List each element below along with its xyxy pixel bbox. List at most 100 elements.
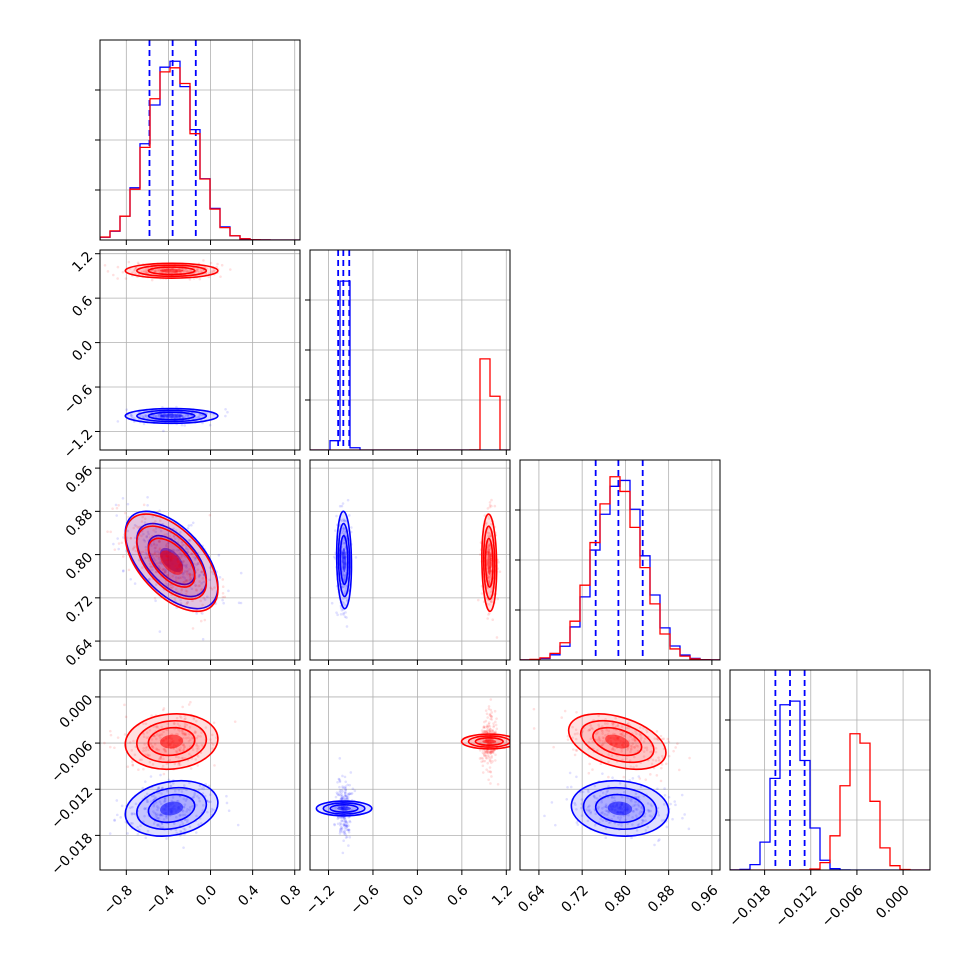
scatter-point bbox=[339, 612, 343, 616]
scatter-point bbox=[573, 753, 577, 757]
x-tick-label: 0.88 bbox=[645, 882, 678, 915]
scatter-point bbox=[194, 584, 197, 587]
scatter-point bbox=[588, 762, 591, 766]
scatter-point bbox=[339, 827, 343, 831]
scatter-point bbox=[340, 830, 344, 834]
scatter-point bbox=[112, 542, 115, 546]
scatter-point bbox=[493, 731, 496, 734]
scatter-point bbox=[185, 788, 188, 792]
scatter-point bbox=[204, 726, 208, 729]
scatter-point bbox=[177, 756, 180, 759]
scatter-point bbox=[491, 750, 494, 754]
scatter-point bbox=[165, 837, 168, 840]
scatter-point bbox=[138, 414, 142, 417]
scatter-point bbox=[187, 703, 191, 706]
scatter-point bbox=[486, 751, 490, 755]
scatter-point bbox=[195, 589, 198, 592]
scatter-point bbox=[184, 595, 188, 599]
scatter-point bbox=[487, 770, 490, 773]
scatter-point bbox=[147, 578, 151, 581]
scatter-point bbox=[179, 746, 182, 750]
scatter-point bbox=[162, 707, 166, 710]
scatter-point bbox=[190, 736, 194, 740]
scatter-point bbox=[172, 722, 176, 725]
scatter-point bbox=[182, 744, 186, 747]
scatter-point bbox=[336, 613, 339, 617]
scatter-point bbox=[335, 611, 338, 614]
scatter-point bbox=[188, 732, 191, 736]
y-tick-label: −0.012 bbox=[48, 784, 96, 832]
scatter-point bbox=[484, 726, 487, 729]
histogram-blue bbox=[520, 479, 720, 660]
scatter-point bbox=[188, 578, 192, 582]
scatter-point bbox=[143, 742, 146, 746]
contour-red bbox=[484, 537, 494, 588]
scatter-point bbox=[346, 795, 350, 799]
scatter-point bbox=[160, 822, 164, 826]
scatter-point bbox=[157, 816, 161, 820]
scatter-point bbox=[487, 724, 490, 728]
scatter-point bbox=[166, 790, 169, 793]
scatter-point bbox=[137, 828, 141, 832]
scatter-point bbox=[125, 408, 128, 411]
scatter-point bbox=[210, 733, 214, 737]
scatter-point bbox=[169, 784, 172, 788]
scatter-point bbox=[221, 595, 225, 599]
scatter-point bbox=[342, 823, 345, 827]
scatter-point bbox=[196, 734, 200, 738]
scatter-point bbox=[634, 803, 637, 807]
scatter-point bbox=[180, 544, 183, 548]
scatter-point bbox=[148, 760, 152, 764]
scatter-point bbox=[144, 746, 148, 750]
scatter-point bbox=[488, 713, 492, 717]
panel-2-3: 0.64 0.72 0.80 0.88 0.96 bbox=[515, 669, 722, 916]
scatter-point bbox=[347, 828, 351, 832]
scatter-point bbox=[340, 819, 343, 822]
scatter-point bbox=[344, 785, 347, 788]
scatter-point bbox=[196, 562, 200, 565]
scatter-point bbox=[219, 275, 222, 278]
scatter-point bbox=[180, 756, 183, 760]
scatter-point bbox=[344, 575, 347, 578]
scatter-point bbox=[348, 819, 351, 823]
scatter-point bbox=[197, 745, 200, 748]
scatter-point bbox=[195, 744, 198, 748]
contour-blue bbox=[337, 806, 351, 811]
scatter-point bbox=[194, 416, 198, 420]
scatter-point bbox=[194, 758, 198, 761]
scatter-point bbox=[158, 509, 161, 512]
scatter-point bbox=[182, 746, 186, 749]
contour-red bbox=[474, 737, 504, 747]
scatter-point bbox=[667, 795, 671, 799]
scatter-point bbox=[151, 269, 154, 272]
scatter-point bbox=[195, 267, 199, 271]
scatter-point bbox=[151, 414, 155, 418]
scatter-point bbox=[180, 790, 184, 793]
scatter-point bbox=[185, 579, 188, 583]
scatter-point bbox=[345, 796, 348, 800]
scatter-point bbox=[169, 585, 172, 589]
scatter-point bbox=[344, 820, 348, 824]
scatter-point bbox=[134, 549, 138, 553]
scatter-point bbox=[343, 831, 347, 835]
scatter-point bbox=[345, 828, 349, 831]
scatter-point bbox=[124, 511, 127, 515]
scatter-point bbox=[163, 570, 167, 574]
scatter-point bbox=[188, 539, 192, 542]
scatter-point bbox=[339, 791, 343, 794]
scatter-point bbox=[343, 797, 347, 801]
scatter-point bbox=[109, 729, 112, 733]
scatter-point bbox=[189, 738, 192, 741]
scatter-point bbox=[154, 599, 157, 603]
scatter-point bbox=[342, 597, 345, 600]
scatter-point bbox=[157, 414, 161, 418]
scatter-point bbox=[344, 836, 348, 839]
scatter-point bbox=[178, 576, 181, 580]
scatter-point bbox=[181, 729, 184, 732]
scatter-point bbox=[192, 717, 196, 721]
scatter-point bbox=[488, 611, 491, 615]
scatter-point bbox=[182, 743, 185, 746]
scatter-point bbox=[487, 576, 491, 579]
scatter-point bbox=[120, 541, 124, 545]
scatter-point bbox=[498, 570, 502, 574]
